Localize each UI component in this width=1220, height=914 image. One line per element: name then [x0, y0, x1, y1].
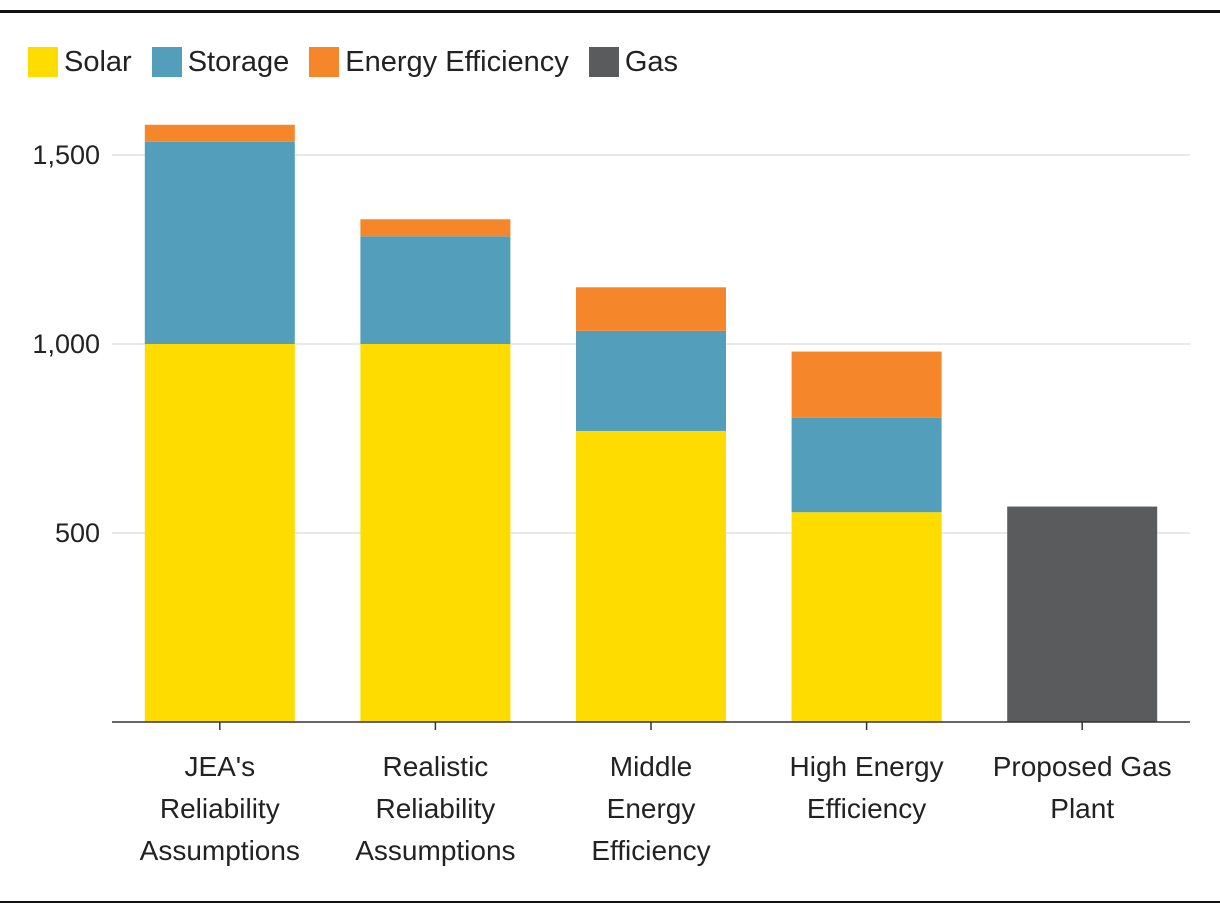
top-rule — [0, 10, 1220, 13]
x-category-label-line: Reliability — [375, 793, 495, 824]
bottom-rule — [0, 901, 1220, 903]
x-category-label-line: Assumptions — [140, 835, 300, 866]
legend-item-storage: Storage — [151, 45, 290, 79]
legend-label: Energy Efficiency — [345, 45, 569, 78]
x-category-label-4: High Energy Efficiency — [790, 751, 944, 824]
bar-solar-3 — [576, 430, 726, 722]
legend-item-gas: Gas — [588, 45, 678, 79]
bar-gas-5 — [1007, 506, 1158, 722]
x-category-label-1: JEA's Reliability Assumptions — [140, 751, 300, 866]
x-category-label-line: Middle — [610, 751, 692, 782]
x-category-label-line: Reliability — [160, 793, 280, 824]
x-category-label-line: Energy — [607, 793, 696, 824]
x-category-label-line: Efficiency — [807, 793, 926, 824]
x-category-label-line: High Energy — [790, 751, 944, 782]
x-category-label-line: Efficiency — [591, 835, 710, 866]
legend-label: Storage — [187, 45, 290, 78]
x-category-label-3: Middle Energy Efficiency — [591, 751, 710, 866]
bar-energy-efficiency-4 — [791, 351, 942, 418]
bar-energy-efficiency-2 — [360, 219, 511, 237]
x-category-label-line: Assumptions — [355, 835, 515, 866]
y-tick-label: 1,500 — [32, 140, 100, 170]
legend-swatch-solar — [28, 47, 58, 77]
bar-storage-1 — [144, 141, 295, 344]
legend-swatch-storage — [151, 47, 182, 77]
bar-storage-3 — [576, 330, 726, 431]
x-category-label-line: JEA's — [184, 751, 255, 782]
x-category-label-2: Realistic Reliability Assumptions — [355, 751, 515, 866]
legend-swatch-gas — [588, 47, 619, 77]
legend: Solar Storage Energy Efficiency Gas — [28, 42, 698, 82]
bar-energy-efficiency-1 — [144, 124, 295, 142]
bar-solar-2 — [360, 344, 511, 722]
y-tick-label: 500 — [55, 518, 100, 548]
legend-label: Solar — [64, 45, 132, 78]
bar-solar-4 — [791, 512, 942, 722]
x-category-label-line: Realistic — [382, 751, 488, 782]
x-category-label-line: Proposed Gas — [993, 751, 1172, 782]
legend-item-solar: Solar — [28, 46, 132, 79]
bar-storage-2 — [360, 236, 511, 344]
legend-item-energy-efficiency: Energy Efficiency — [309, 46, 569, 79]
bar-solar-1 — [144, 344, 295, 722]
x-category-label-line: Plant — [1050, 793, 1114, 824]
legend-label: Gas — [624, 45, 678, 78]
x-category-label-5: Proposed Gas Plant — [993, 751, 1172, 824]
bar-energy-efficiency-3 — [576, 287, 726, 331]
legend-swatch-energy-efficiency — [309, 47, 340, 77]
bar-storage-4 — [791, 417, 942, 513]
y-tick-label: 1,000 — [32, 329, 100, 359]
